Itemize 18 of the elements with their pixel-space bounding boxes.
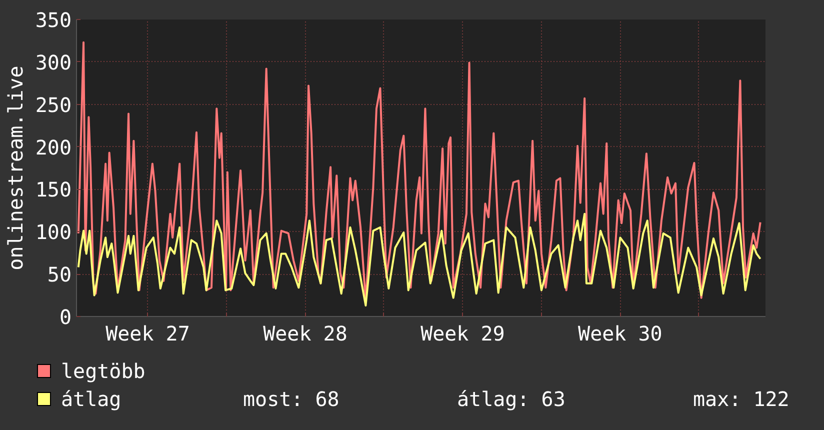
y-tick-label: 250 — [35, 92, 72, 117]
legend-label: legtöbb — [61, 359, 146, 383]
x-tick-label: Week 27 — [106, 322, 190, 346]
legend-label: átlag — [61, 387, 122, 411]
y-axis-title: onlinestream.live — [3, 66, 28, 270]
y-tick-label: 350 — [35, 8, 72, 32]
text: max: 122 — [693, 387, 790, 411]
x-tick-label: Week 28 — [263, 322, 348, 346]
y-tick-label: 0 — [59, 305, 72, 329]
y-tick-label: 150 — [35, 178, 72, 202]
x-tick-label: Week 30 — [578, 322, 662, 346]
y-tick-label: 300 — [35, 50, 72, 74]
text: átlag: 63 — [457, 387, 566, 411]
y-tick-label: 100 — [35, 220, 72, 244]
y-tick-label: 50 — [47, 262, 72, 287]
text: most: 68 — [243, 387, 340, 411]
x-tick-label: Week 29 — [420, 322, 505, 346]
y-tick-label: 200 — [35, 135, 72, 160]
